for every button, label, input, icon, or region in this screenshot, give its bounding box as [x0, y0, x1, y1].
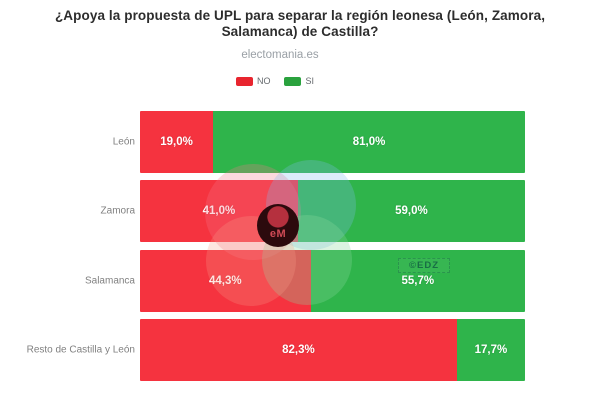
value-label-no: 41,0% [202, 205, 236, 217]
bar-segment-si: 17,7% [456, 319, 525, 381]
title-line-2: Salamanca) de Castilla? [221, 24, 379, 39]
bar-track: 82,3% 17,7% [140, 319, 525, 381]
category-label: Resto de Castilla y León [26, 344, 135, 356]
bar-segment-si: 59,0% [297, 180, 525, 242]
bar-segment-si: 81,0% [213, 111, 525, 173]
value-label-no: 19,0% [160, 136, 193, 148]
plot-area: León 19,0% 81,0% Zamora 41,0% 59,0% [0, 111, 600, 386]
bar-segment-no: 82,3% [140, 319, 457, 381]
bar-segment-si: 55,7% [310, 250, 525, 312]
value-label-no: 44,3% [208, 275, 242, 287]
legend-label-si: SI [305, 76, 314, 86]
value-label-si: 59,0% [395, 205, 428, 217]
chart-source: electomania.es [241, 49, 319, 61]
bar-track: 19,0% 81,0% [140, 111, 525, 173]
bar-segment-no: 41,0% [140, 180, 298, 242]
legend-item-no: NO [235, 76, 271, 86]
bar-segment-no: 44,3% [140, 250, 311, 312]
category-label: León [112, 136, 135, 148]
no-color-swatch-icon [235, 76, 253, 86]
si-color-swatch-icon [284, 76, 302, 86]
bar-track: 41,0% 59,0% [140, 180, 525, 242]
category-label: Salamanca [84, 275, 135, 287]
value-label-no: 82,3% [282, 344, 315, 356]
bar-row-leon: León 19,0% 81,0% [0, 111, 600, 173]
value-label-si: 17,7% [474, 344, 508, 356]
bar-row-salamanca: Salamanca 44,3% 55,7% [0, 250, 600, 312]
chart-legend: NO SI [0, 76, 550, 86]
page-title: ¿Apoya la propuesta de UPL para separar … [0, 8, 600, 40]
bar-track: 44,3% 55,7% [140, 250, 525, 312]
legend-item-si: SI [284, 76, 314, 86]
bar-row-resto: Resto de Castilla y León 82,3% 17,7% [0, 319, 600, 381]
bar-segment-no: 19,0% [140, 111, 214, 173]
value-label-si: 81,0% [352, 136, 386, 148]
legend-label-no: NO [256, 76, 271, 86]
value-label-si: 55,7% [401, 275, 435, 287]
edz-watermark: ©EDZ [398, 258, 450, 273]
bar-row-zamora: Zamora 41,0% 59,0% [0, 180, 600, 242]
category-label: Zamora [100, 205, 135, 217]
title-line-1: ¿Apoya la propuesta de UPL para separar … [54, 8, 546, 23]
